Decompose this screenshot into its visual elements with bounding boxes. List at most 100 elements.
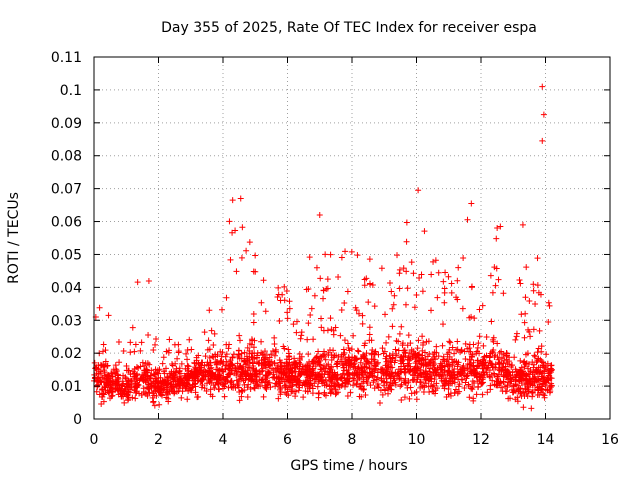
data-point — [442, 380, 449, 387]
data-point — [100, 348, 107, 355]
data-point — [452, 386, 459, 393]
data-point — [239, 224, 246, 231]
data-point — [454, 361, 461, 368]
data-point — [222, 353, 229, 360]
data-point — [124, 397, 131, 404]
data-point — [445, 349, 452, 356]
data-point — [95, 362, 102, 369]
data-point — [464, 345, 471, 352]
data-point — [223, 351, 230, 358]
data-point — [221, 383, 228, 390]
data-point — [152, 366, 159, 373]
data-point — [345, 370, 352, 377]
data-point — [341, 383, 348, 390]
data-point — [528, 405, 535, 412]
data-point — [269, 365, 276, 372]
data-point — [490, 364, 497, 371]
data-point — [352, 355, 359, 362]
data-point — [314, 359, 321, 366]
data-point — [476, 350, 483, 357]
data-point — [192, 389, 199, 396]
data-point — [240, 358, 247, 365]
data-point — [401, 394, 408, 401]
data-point — [522, 310, 529, 317]
data-point — [122, 374, 129, 381]
data-point — [398, 397, 405, 404]
data-point — [512, 396, 519, 403]
data-point — [503, 352, 510, 359]
data-point — [435, 269, 442, 276]
data-point — [382, 362, 389, 369]
data-point — [328, 382, 335, 389]
data-point — [161, 368, 168, 375]
data-point — [296, 350, 303, 357]
data-point — [371, 351, 378, 358]
data-point — [283, 356, 290, 363]
data-point — [111, 369, 118, 376]
data-point — [248, 372, 255, 379]
data-point — [322, 251, 329, 258]
data-point — [389, 305, 396, 312]
data-point — [461, 348, 468, 355]
data-point-notable — [229, 197, 236, 204]
data-point — [140, 388, 147, 395]
data-point — [206, 346, 213, 353]
data-point — [204, 359, 211, 366]
data-point — [334, 358, 341, 365]
data-point — [170, 372, 177, 379]
data-point — [121, 399, 128, 406]
data-point — [541, 392, 548, 399]
data-point — [367, 382, 374, 389]
x-tick-label: 2 — [154, 432, 163, 448]
data-point — [447, 375, 454, 382]
data-point — [320, 295, 327, 302]
data-point — [285, 346, 292, 353]
data-point — [263, 385, 270, 392]
data-point — [296, 377, 303, 384]
data-point — [433, 372, 440, 379]
data-point — [480, 369, 487, 376]
data-point — [115, 339, 122, 346]
data-point — [234, 360, 241, 367]
data-point — [344, 340, 351, 347]
data-point — [464, 364, 471, 371]
data-point — [424, 361, 431, 368]
data-point — [526, 328, 533, 335]
data-point — [263, 364, 270, 371]
data-point — [398, 381, 405, 388]
data-point — [143, 366, 150, 373]
y-tick-label: 0 — [73, 412, 82, 428]
data-point — [439, 342, 446, 349]
data-point — [479, 302, 486, 309]
data-point — [335, 381, 342, 388]
data-point — [238, 350, 245, 357]
x-tick-label: 16 — [601, 432, 619, 448]
data-point — [251, 385, 258, 392]
data-point — [455, 264, 462, 271]
data-point — [351, 354, 358, 361]
data-point — [328, 356, 335, 363]
data-point — [216, 372, 223, 379]
data-point — [139, 376, 146, 383]
data-point — [203, 388, 210, 395]
data-point — [453, 346, 460, 353]
data-point — [153, 335, 160, 342]
data-point — [206, 307, 213, 314]
data-point — [290, 321, 297, 328]
data-point — [176, 377, 183, 384]
data-point — [250, 268, 257, 275]
data-point — [420, 388, 427, 395]
data-point — [271, 334, 278, 341]
data-point — [347, 389, 354, 396]
data-point — [249, 350, 256, 357]
data-point — [285, 362, 292, 369]
data-point — [225, 384, 232, 391]
data-point — [338, 254, 345, 261]
data-point — [272, 367, 279, 374]
data-point — [327, 315, 334, 322]
data-point — [542, 364, 549, 371]
data-point — [344, 288, 351, 295]
data-point — [120, 348, 127, 355]
data-point — [318, 324, 325, 331]
data-point — [243, 247, 250, 254]
